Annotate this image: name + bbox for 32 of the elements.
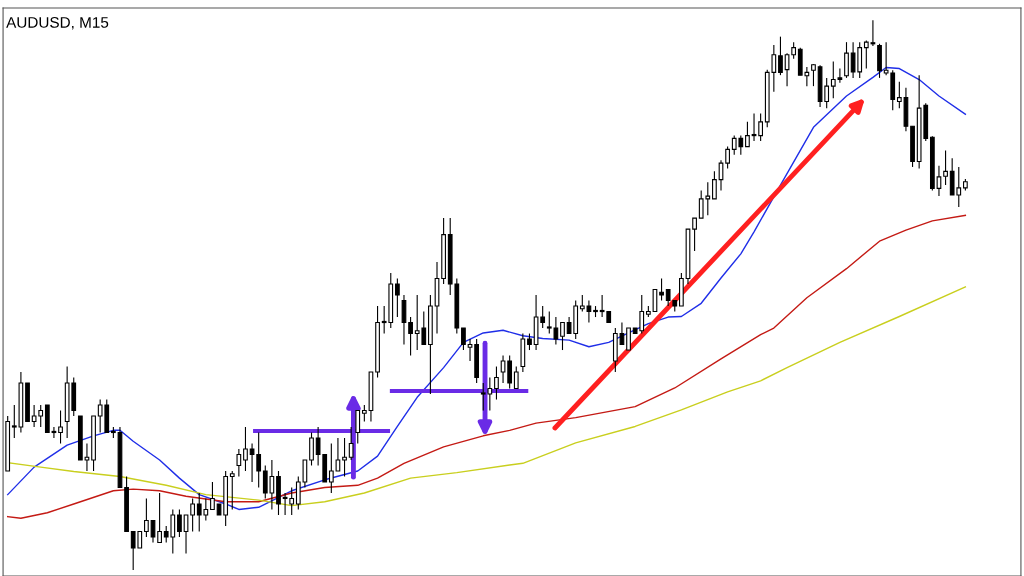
candlestick — [811, 63, 816, 87]
candlestick — [342, 437, 347, 478]
candlestick — [692, 217, 697, 252]
candlestick — [745, 121, 750, 148]
candlestick — [243, 426, 248, 472]
candlestick — [395, 278, 400, 318]
candlestick — [157, 492, 162, 544]
candlestick — [844, 41, 849, 79]
candlestick — [725, 146, 730, 170]
candlestick — [190, 497, 195, 533]
candlestick — [778, 36, 783, 76]
candlestick — [560, 321, 565, 351]
candlestick — [210, 481, 215, 511]
candlestick — [229, 470, 235, 511]
chart-title: AUDUSD, M15 — [6, 16, 109, 30]
candlestick — [177, 508, 182, 538]
candlestick — [348, 426, 354, 461]
candlestick — [467, 338, 473, 362]
candlestick — [461, 327, 466, 351]
candlestick — [408, 316, 413, 357]
candlestick — [355, 409, 361, 445]
candlestick — [144, 497, 149, 538]
candlestick — [758, 113, 764, 142]
candlestick — [494, 365, 499, 401]
candlestick — [626, 327, 631, 351]
candlestick — [309, 431, 314, 467]
candlestick — [659, 278, 664, 302]
candlestick — [513, 365, 519, 390]
candlestick — [943, 149, 948, 186]
candlestick — [712, 170, 717, 200]
candlestick — [58, 409, 63, 445]
candlestick — [236, 448, 242, 478]
